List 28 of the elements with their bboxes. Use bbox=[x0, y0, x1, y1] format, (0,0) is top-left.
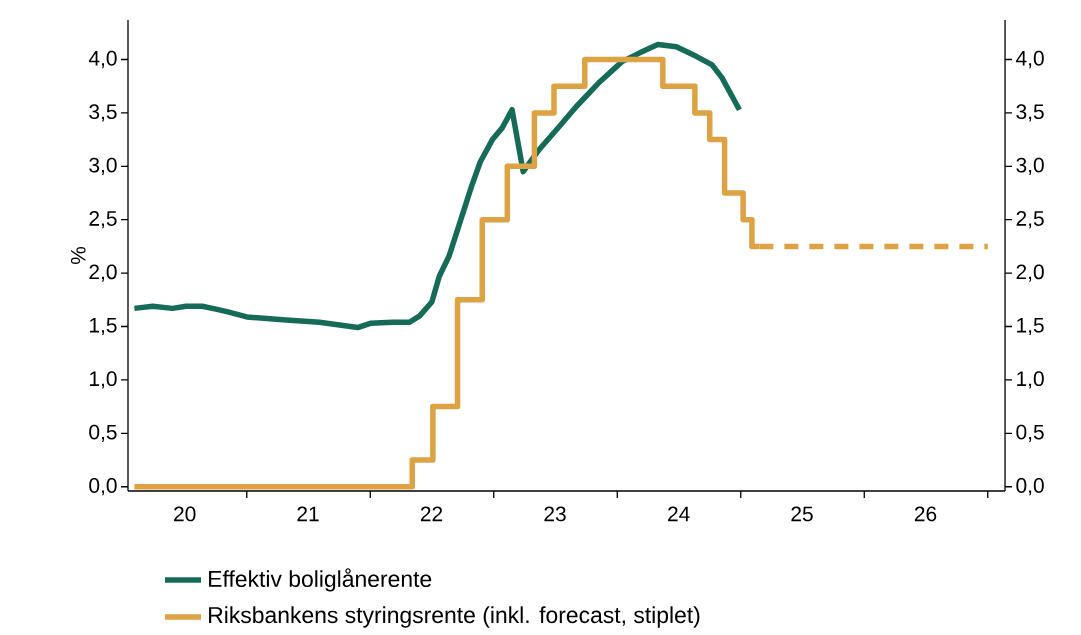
y2-tick-label: 3,5 bbox=[1016, 104, 1044, 122]
y2-tick-label: 2,5 bbox=[1016, 211, 1044, 229]
y-tick-label: 2,0 bbox=[89, 264, 117, 282]
x-tick-label: 22 bbox=[420, 506, 443, 522]
y2-tick-label: 0,5 bbox=[1016, 424, 1044, 442]
y-tick-label: 0,5 bbox=[89, 424, 117, 442]
y-tick-label: 3,5 bbox=[89, 104, 117, 122]
x-tick-label: 21 bbox=[297, 506, 319, 522]
x-tick-label: 25 bbox=[791, 506, 813, 522]
y2-tick-label: 3,0 bbox=[1016, 157, 1044, 175]
y2-tick-label: 2,0 bbox=[1016, 264, 1044, 282]
y-tick-label: 1,5 bbox=[90, 317, 117, 336]
y-tick-label: 0,0 bbox=[89, 478, 117, 496]
x-tick-label: 23 bbox=[544, 506, 566, 522]
y-tick-label: 2,5 bbox=[89, 211, 117, 229]
x-tick-label: 20 bbox=[174, 506, 196, 522]
y2-tick-label: 0,0 bbox=[1016, 478, 1044, 496]
x-tick-label: 24 bbox=[668, 506, 690, 522]
y-axis-title: % bbox=[70, 246, 86, 265]
y-tick-label: 3,0 bbox=[89, 157, 117, 175]
legend-label: Riksbankens styringsrente (inkl. forecast, stiplet) bbox=[209, 606, 700, 628]
y-tick-label: 4,0 bbox=[88, 50, 117, 69]
y2-tick-label: 4,0 bbox=[1016, 50, 1044, 69]
y2-tick-label: 1,5 bbox=[1017, 317, 1044, 336]
y-tick-label: 1,0 bbox=[90, 371, 117, 389]
legend-label: Effektiv boliglånerente bbox=[209, 568, 432, 592]
x-tick-label: 26 bbox=[914, 506, 937, 522]
y2-tick-label: 1,0 bbox=[1017, 371, 1044, 389]
